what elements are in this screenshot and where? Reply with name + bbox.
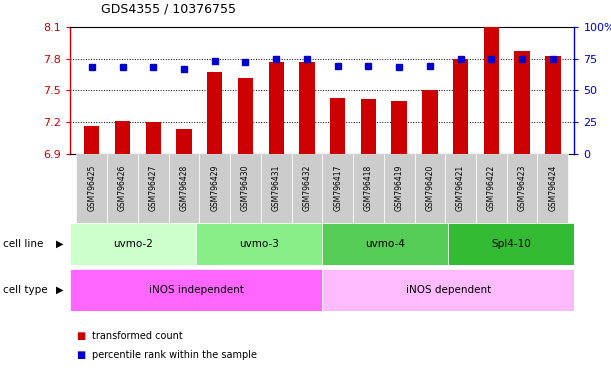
Bar (507, 154, 538, 223)
Bar (384, 154, 414, 223)
Text: GSM796429: GSM796429 (210, 165, 219, 211)
Bar (330, 98, 345, 154)
Text: GSM796420: GSM796420 (425, 165, 434, 211)
Text: GSM796419: GSM796419 (395, 165, 404, 211)
Bar (138, 154, 169, 223)
Text: ▶: ▶ (56, 285, 63, 295)
Bar (360, 99, 376, 154)
Text: uvmo-3: uvmo-3 (240, 239, 279, 249)
Text: iNOS independent: iNOS independent (149, 285, 244, 295)
Bar (323, 223, 448, 265)
Text: GSM796424: GSM796424 (548, 165, 557, 211)
Text: iNOS dependent: iNOS dependent (406, 285, 491, 295)
Bar (70, 269, 323, 311)
Bar (414, 154, 445, 223)
Bar (230, 154, 261, 223)
Bar (70, 223, 196, 265)
Text: uvmo-2: uvmo-2 (113, 239, 153, 249)
Text: GSM796430: GSM796430 (241, 165, 250, 212)
Bar (514, 51, 530, 154)
Text: GSM796427: GSM796427 (148, 165, 158, 211)
Bar (476, 154, 507, 223)
Text: GSM796421: GSM796421 (456, 165, 465, 211)
Text: GDS4355 / 10376755: GDS4355 / 10376755 (101, 2, 236, 15)
Text: GSM796423: GSM796423 (518, 165, 527, 211)
Bar (207, 72, 222, 154)
Text: Spl4-10: Spl4-10 (491, 239, 531, 249)
Bar (422, 90, 437, 154)
Bar (323, 154, 353, 223)
Text: GSM796422: GSM796422 (487, 165, 496, 211)
Bar (392, 101, 407, 154)
Text: ▶: ▶ (56, 239, 63, 249)
Text: GSM796418: GSM796418 (364, 165, 373, 211)
Bar (545, 56, 560, 154)
Bar (84, 126, 100, 154)
Bar (115, 121, 130, 154)
Bar (268, 62, 284, 154)
Bar (177, 129, 192, 154)
Bar (299, 62, 315, 154)
Bar (199, 154, 230, 223)
Bar (261, 154, 291, 223)
Bar (196, 223, 323, 265)
Bar (445, 154, 476, 223)
Text: GSM796417: GSM796417 (333, 165, 342, 211)
Bar (169, 154, 199, 223)
Bar (238, 78, 253, 154)
Bar (291, 154, 323, 223)
Text: GSM796432: GSM796432 (302, 165, 312, 211)
Bar (353, 154, 384, 223)
Text: ■: ■ (76, 350, 86, 360)
Bar (448, 223, 574, 265)
Bar (484, 27, 499, 154)
Text: GSM796431: GSM796431 (272, 165, 280, 211)
Text: percentile rank within the sample: percentile rank within the sample (92, 350, 257, 360)
Bar (323, 269, 574, 311)
Text: GSM796426: GSM796426 (118, 165, 127, 211)
Text: cell type: cell type (3, 285, 48, 295)
Text: cell line: cell line (3, 239, 43, 249)
Bar (76, 154, 107, 223)
Bar (145, 122, 161, 154)
Text: GSM796425: GSM796425 (87, 165, 97, 211)
Bar (538, 154, 568, 223)
Text: ■: ■ (76, 331, 86, 341)
Text: GSM796428: GSM796428 (180, 165, 188, 211)
Text: uvmo-4: uvmo-4 (365, 239, 405, 249)
Text: transformed count: transformed count (92, 331, 183, 341)
Bar (453, 59, 468, 154)
Bar (107, 154, 138, 223)
